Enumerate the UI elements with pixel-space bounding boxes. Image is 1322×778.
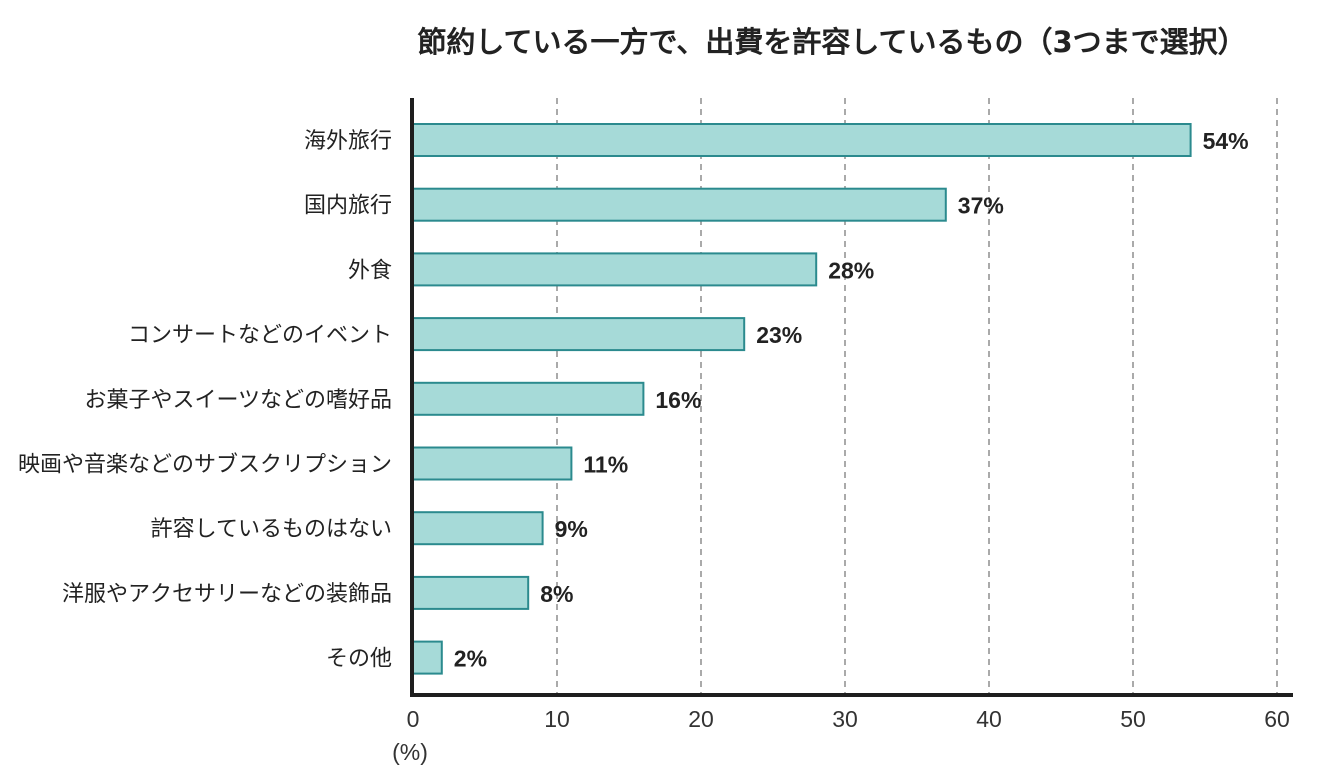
data-label: 2% — [454, 646, 487, 672]
category-label: 外食 — [348, 258, 392, 283]
data-label: 37% — [958, 193, 1004, 219]
x-tick-label: 50 — [1120, 706, 1146, 732]
bar — [412, 187, 947, 222]
bar — [412, 446, 573, 481]
bar — [412, 640, 443, 675]
x-tick-label: 40 — [976, 706, 1002, 732]
x-tick-label: 30 — [832, 706, 858, 732]
category-label: お菓子やスイーツなどの嗜好品 — [84, 388, 392, 413]
category-label: その他 — [326, 647, 392, 672]
data-label: 8% — [540, 581, 573, 607]
category-label: 洋服やアクセサリーなどの装飾品 — [62, 582, 392, 607]
data-label: 54% — [1203, 128, 1249, 154]
data-label: 23% — [756, 322, 802, 348]
x-axis-label: (%) — [392, 739, 428, 765]
data-label: 28% — [828, 257, 874, 283]
bar — [412, 252, 818, 287]
x-tick-label: 10 — [544, 706, 570, 732]
data-label: 9% — [555, 516, 588, 542]
x-tick-label: 60 — [1264, 706, 1290, 732]
bar — [412, 511, 544, 546]
data-label: 16% — [655, 387, 701, 413]
category-label: 許容しているものはない — [151, 517, 392, 542]
x-tick-label: 0 — [407, 706, 420, 732]
bar — [412, 381, 645, 416]
bar — [412, 123, 1192, 157]
data-label: 11% — [583, 452, 628, 478]
category-label: 国内旅行 — [304, 194, 392, 219]
category-label: コンサートなどのイベント — [128, 323, 392, 348]
category-label: 海外旅行 — [304, 129, 392, 154]
x-tick-label: 20 — [688, 706, 714, 732]
chart-title: 節約している一方で、出費を許容しているもの（3つまで選択） — [417, 25, 1246, 59]
bar — [412, 317, 746, 352]
category-label: 映画や音楽などのサブスクリプション — [18, 453, 392, 478]
bar — [412, 575, 530, 610]
